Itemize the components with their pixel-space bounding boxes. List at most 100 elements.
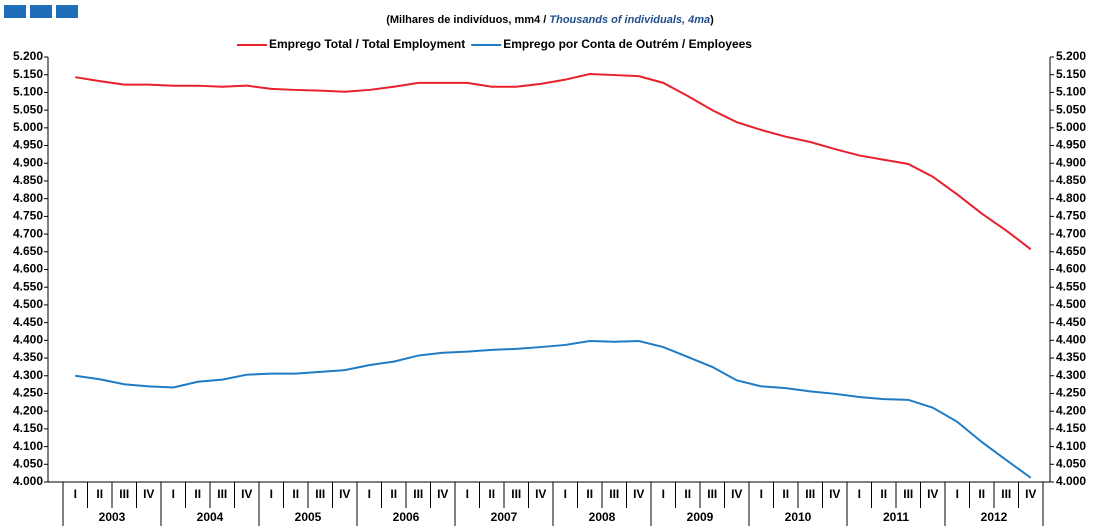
y2-tick-label: 4.600 (1056, 262, 1086, 276)
y2-tick-label: 4.150 (1056, 421, 1086, 435)
series-line (75, 72, 1032, 251)
x-tick-label: I (74, 487, 77, 501)
y-tick-label: 4.550 (13, 279, 43, 293)
x-tick-label: III (805, 487, 815, 501)
x-tick-label: III (315, 487, 325, 501)
y2-tick-label: 4.800 (1056, 191, 1086, 205)
logo-block (4, 5, 26, 18)
x-tick-label: II (586, 487, 593, 501)
subtitle-part: (Milhares de indivíduos, mm4 / (386, 14, 549, 26)
x-tick-label: I (956, 487, 959, 501)
y-tick-label: 4.350 (13, 350, 43, 364)
year-label: 2011 (883, 510, 909, 524)
year-label: 2003 (99, 510, 126, 524)
year-label: 2009 (687, 510, 714, 524)
series-line (75, 340, 1032, 479)
y2-tick-label: 4.250 (1056, 386, 1086, 400)
y2-tick-label: 4.650 (1056, 244, 1086, 258)
y-tick-label: 4.000 (13, 474, 43, 488)
y2-tick-label: 4.050 (1056, 456, 1086, 470)
x-tick-label: IV (339, 487, 350, 501)
year-label: 2010 (785, 510, 812, 524)
x-tick-label: II (194, 487, 201, 501)
y2-tick-label: 5.150 (1056, 67, 1086, 81)
x-tick-label: II (978, 487, 985, 501)
y-tick-label: 4.050 (13, 456, 43, 470)
x-tick-label: III (217, 487, 227, 501)
x-tick-label: I (760, 487, 763, 501)
y-tick-label: 4.600 (13, 262, 43, 276)
x-tick-label: II (390, 487, 397, 501)
x-tick-label: IV (633, 487, 644, 501)
y-tick-label: 5.200 (13, 49, 43, 63)
y-tick-label: 5.050 (13, 102, 43, 116)
x-tick-label: IV (1025, 487, 1036, 501)
y2-tick-label: 4.750 (1056, 209, 1086, 223)
x-tick-label: IV (241, 487, 252, 501)
subtitle-part: ) (710, 14, 714, 26)
year-label: 2012 (981, 510, 1008, 524)
y2-tick-label: 5.050 (1056, 102, 1086, 116)
legend-label: Emprego Total / Total Employment (269, 37, 465, 51)
y-tick-label: 4.200 (13, 403, 43, 417)
x-tick-label: IV (829, 487, 840, 501)
x-tick-label: III (1001, 487, 1011, 501)
year-label: 2008 (589, 510, 616, 524)
y-tick-label: 4.250 (13, 386, 43, 400)
x-tick-label: I (466, 487, 469, 501)
x-tick-label: I (662, 487, 665, 501)
y2-tick-label: 5.200 (1056, 49, 1086, 63)
y-tick-label: 4.650 (13, 244, 43, 258)
x-tick-label: II (684, 487, 691, 501)
year-label: 2005 (295, 510, 322, 524)
y2-tick-label: 4.100 (1056, 439, 1086, 453)
y-tick-label: 4.450 (13, 315, 43, 329)
y-tick-label: 4.900 (13, 155, 43, 169)
y2-tick-label: 4.450 (1056, 315, 1086, 329)
x-tick-label: IV (731, 487, 742, 501)
y-tick-label: 4.150 (13, 421, 43, 435)
y-tick-label: 4.700 (13, 226, 43, 240)
y-tick-label: 4.400 (13, 333, 43, 347)
y2-tick-label: 4.700 (1056, 226, 1086, 240)
logo-block (56, 5, 78, 18)
x-tick-label: I (270, 487, 273, 501)
x-tick-label: IV (143, 487, 154, 501)
y2-tick-label: 4.900 (1056, 155, 1086, 169)
x-tick-label: II (292, 487, 299, 501)
y-tick-label: 4.850 (13, 173, 43, 187)
y-tick-label: 4.950 (13, 138, 43, 152)
x-tick-label: IV (927, 487, 938, 501)
y-tick-label: 4.800 (13, 191, 43, 205)
y2-tick-label: 4.200 (1056, 403, 1086, 417)
x-tick-label: II (880, 487, 887, 501)
logo-block (30, 5, 52, 18)
subtitle-part: Thousands of individuals, 4ma (549, 14, 710, 26)
x-tick-label: I (858, 487, 861, 501)
y2-tick-label: 4.000 (1056, 474, 1086, 488)
x-tick-label: IV (535, 487, 546, 501)
y-tick-label: 4.750 (13, 209, 43, 223)
y-tick-label: 4.300 (13, 368, 43, 382)
x-tick-label: II (96, 487, 103, 501)
y2-tick-label: 4.850 (1056, 173, 1086, 187)
year-label: 2004 (197, 510, 224, 524)
y2-tick-label: 4.500 (1056, 297, 1086, 311)
x-tick-label: II (782, 487, 789, 501)
x-tick-label: III (511, 487, 521, 501)
x-tick-label: III (707, 487, 717, 501)
y-tick-label: 5.100 (13, 85, 43, 99)
y2-tick-label: 4.950 (1056, 138, 1086, 152)
y2-tick-label: 5.100 (1056, 85, 1086, 99)
x-tick-label: III (903, 487, 913, 501)
y2-tick-label: 5.000 (1056, 120, 1086, 134)
x-tick-label: I (564, 487, 567, 501)
x-tick-label: I (172, 487, 175, 501)
y-tick-label: 5.150 (13, 67, 43, 81)
y-tick-label: 4.500 (13, 297, 43, 311)
x-tick-label: III (413, 487, 423, 501)
x-tick-label: IV (437, 487, 448, 501)
year-label: 2006 (393, 510, 420, 524)
y2-tick-label: 4.550 (1056, 279, 1086, 293)
